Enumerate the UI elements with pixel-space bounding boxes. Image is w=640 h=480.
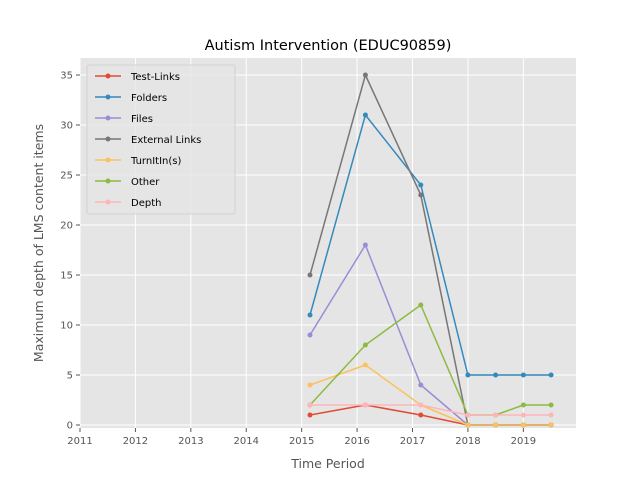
x-tick-label: 2013 (178, 436, 203, 447)
legend-marker (105, 115, 111, 121)
series-6 (307, 402, 554, 418)
y-tick-label: 30 (60, 121, 73, 132)
legend-label: External Links (131, 135, 201, 146)
legend-label: TurnItIn(s) (130, 156, 181, 167)
data-point (548, 422, 554, 428)
legend-marker (105, 73, 111, 79)
legend-label: Folders (131, 93, 167, 104)
series-lines (307, 72, 554, 428)
legend-box (86, 64, 236, 215)
data-point (548, 402, 554, 408)
legend-label: Files (131, 114, 153, 125)
x-tick-label: 2016 (344, 436, 369, 447)
data-point (418, 382, 424, 388)
y-axis-label: Maximum depth of LMS content items (31, 124, 46, 362)
axis-ticks: 2011 2012 2013 2014 2015 2016 2017 2018 20190510… (60, 71, 536, 448)
data-point (307, 272, 313, 278)
x-tick-label: 2011 (67, 436, 92, 447)
data-point (362, 342, 368, 348)
y-tick-label: 15 (60, 271, 73, 282)
y-tick-label: 25 (60, 171, 73, 182)
data-point (493, 412, 499, 418)
data-point (418, 402, 424, 408)
data-point (418, 182, 424, 188)
data-point (465, 412, 471, 418)
x-tick-label: 2017 (400, 436, 425, 447)
y-tick-label: 10 (60, 321, 73, 332)
data-point (465, 372, 471, 378)
y-tick-label: 5 (67, 371, 73, 382)
y-tick-label: 0 (67, 421, 73, 432)
data-point (493, 372, 499, 378)
series-1 (307, 112, 554, 378)
legend-label: Other (131, 177, 160, 188)
data-point (362, 362, 368, 368)
legend-marker (105, 94, 111, 100)
x-tick-label: 2012 (123, 436, 148, 447)
data-point (418, 412, 424, 418)
data-point (520, 372, 526, 378)
data-point (307, 332, 313, 338)
legend-marker (105, 157, 111, 163)
data-point (520, 402, 526, 408)
legend-label: Depth (131, 198, 161, 209)
x-axis-label: Time Period (290, 456, 365, 471)
data-point (520, 412, 526, 418)
data-point (307, 412, 313, 418)
legend: Test-Links Folders Files External Links Turn… (86, 64, 236, 215)
legend-marker (105, 136, 111, 142)
data-point (307, 382, 313, 388)
x-tick-label: 2018 (455, 436, 480, 447)
data-point (307, 312, 313, 318)
data-point (307, 402, 313, 408)
x-tick-label: 2015 (289, 436, 314, 447)
y-tick-label: 35 (60, 71, 73, 82)
data-point (362, 242, 368, 248)
data-point (362, 402, 368, 408)
data-point (362, 112, 368, 118)
data-point (362, 72, 368, 78)
y-tick-label: 20 (60, 221, 73, 232)
legend-marker (105, 199, 111, 205)
data-point (418, 302, 424, 308)
data-point (465, 422, 471, 428)
data-point (520, 422, 526, 428)
data-point (493, 422, 499, 428)
legend-label: Test-Links (130, 72, 180, 83)
x-tick-label: 2014 (234, 436, 259, 447)
legend-marker (105, 178, 111, 184)
x-tick-label: 2019 (511, 436, 536, 447)
data-point (418, 192, 424, 198)
chart-title: Autism Intervention (EDUC90859) (205, 38, 452, 54)
data-point (548, 412, 554, 418)
data-point (548, 372, 554, 378)
